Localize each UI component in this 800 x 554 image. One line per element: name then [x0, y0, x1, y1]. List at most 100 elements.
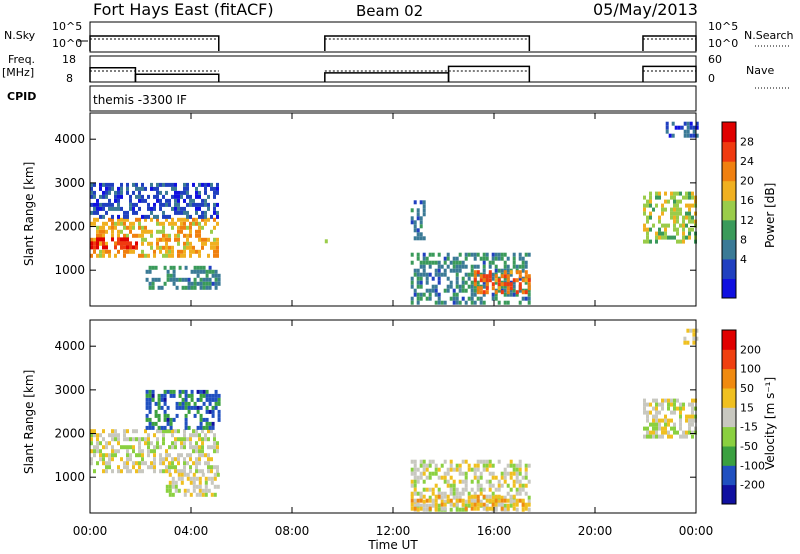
velocity-cell [476, 467, 480, 472]
power-cell [655, 195, 658, 200]
power-ytick-label: 3000 [54, 176, 85, 190]
power-cell [482, 268, 486, 273]
velocity-cell [476, 479, 480, 484]
power-cell [174, 186, 177, 191]
power-cell [428, 260, 432, 265]
power-cell [679, 199, 682, 204]
power-cell [138, 233, 141, 238]
power-cell [661, 235, 664, 240]
power-cell [183, 198, 186, 203]
power-cell [195, 233, 198, 238]
velocity-cell [111, 469, 114, 474]
power-cell [470, 268, 474, 273]
velocity-cell [679, 410, 682, 415]
power-cell [177, 253, 180, 258]
velocity-cell [491, 495, 495, 500]
power-cell [138, 217, 141, 222]
power-cell [132, 210, 135, 215]
power-cell [524, 274, 528, 279]
power-cell [207, 194, 210, 199]
freq-label: Freq. [8, 53, 36, 66]
velocity-cell [156, 437, 159, 442]
power-cell [126, 217, 129, 222]
power-cell [521, 278, 525, 283]
velocity-cell [419, 459, 423, 464]
velocity-cell [413, 463, 417, 468]
power-cell [476, 296, 480, 301]
power-cell [126, 233, 129, 238]
velocity-cell [500, 483, 504, 488]
power-cell [671, 133, 675, 138]
power-cell [470, 264, 474, 269]
nsky-trace [324, 35, 531, 51]
velocity-cell [123, 437, 126, 442]
velocity-cell [437, 475, 441, 480]
power-cell [183, 245, 186, 250]
power-cell [165, 217, 168, 222]
power-cell [183, 225, 186, 230]
power-cell [655, 231, 658, 236]
power-cell [440, 264, 444, 269]
power-cell [686, 129, 690, 134]
velocity-cell [652, 434, 655, 439]
power-cell [434, 260, 438, 265]
power-cell [506, 278, 510, 283]
velocity-cell [184, 401, 188, 406]
power-cell [413, 224, 417, 229]
velocity-cell [506, 503, 510, 508]
velocity-cell [132, 437, 135, 442]
velocity-cell [123, 429, 126, 434]
power-cell [126, 210, 129, 215]
power-ytick-label: 2000 [54, 220, 85, 234]
power-cell [132, 206, 135, 211]
power-cell [682, 239, 685, 244]
velocity-cell [193, 405, 197, 410]
velocity-cell [162, 433, 165, 438]
power-cell [201, 182, 204, 187]
power-cell [201, 210, 204, 215]
velocity-cell [174, 445, 177, 450]
power-cell [661, 223, 664, 228]
power-cell [192, 202, 195, 207]
velocity-cell [189, 453, 192, 458]
power-cell [183, 182, 186, 187]
velocity-cell [177, 457, 180, 462]
power-cell [689, 133, 693, 138]
velocity-cell [202, 417, 206, 422]
velocity-cell [195, 492, 199, 497]
power-cell [204, 202, 207, 207]
power-cell [201, 245, 204, 250]
power-cell [434, 288, 438, 293]
velocity-cell [199, 397, 203, 402]
power-cell [440, 272, 444, 277]
velocity-cell [691, 410, 694, 415]
power-cell [491, 296, 495, 301]
velocity-cell [661, 398, 664, 403]
power-cell [677, 125, 681, 130]
power-cell [93, 245, 96, 250]
velocity-cell [476, 487, 480, 492]
velocity-cell [183, 472, 187, 477]
power-cell [105, 186, 108, 191]
power-cell [512, 264, 516, 269]
power-cell [96, 206, 99, 211]
power-cell [688, 235, 691, 240]
power-cell [96, 229, 99, 234]
power-cell [180, 249, 183, 254]
power-cell [117, 198, 120, 203]
power-cell [518, 252, 522, 257]
power-cell [503, 264, 507, 269]
velocity-cell [497, 483, 501, 488]
power-cell [494, 274, 498, 279]
velocity-cell [413, 475, 417, 480]
velocity-cell [111, 445, 114, 450]
power-cell [135, 210, 138, 215]
power-cell [186, 225, 189, 230]
velocity-cell [673, 402, 676, 407]
power-cell [515, 264, 519, 269]
nsearch-label: N.Search [744, 29, 794, 42]
velocity-cell [201, 472, 205, 477]
power-cell [126, 249, 129, 254]
velocity-cell [464, 499, 468, 504]
power-cell [425, 272, 429, 277]
